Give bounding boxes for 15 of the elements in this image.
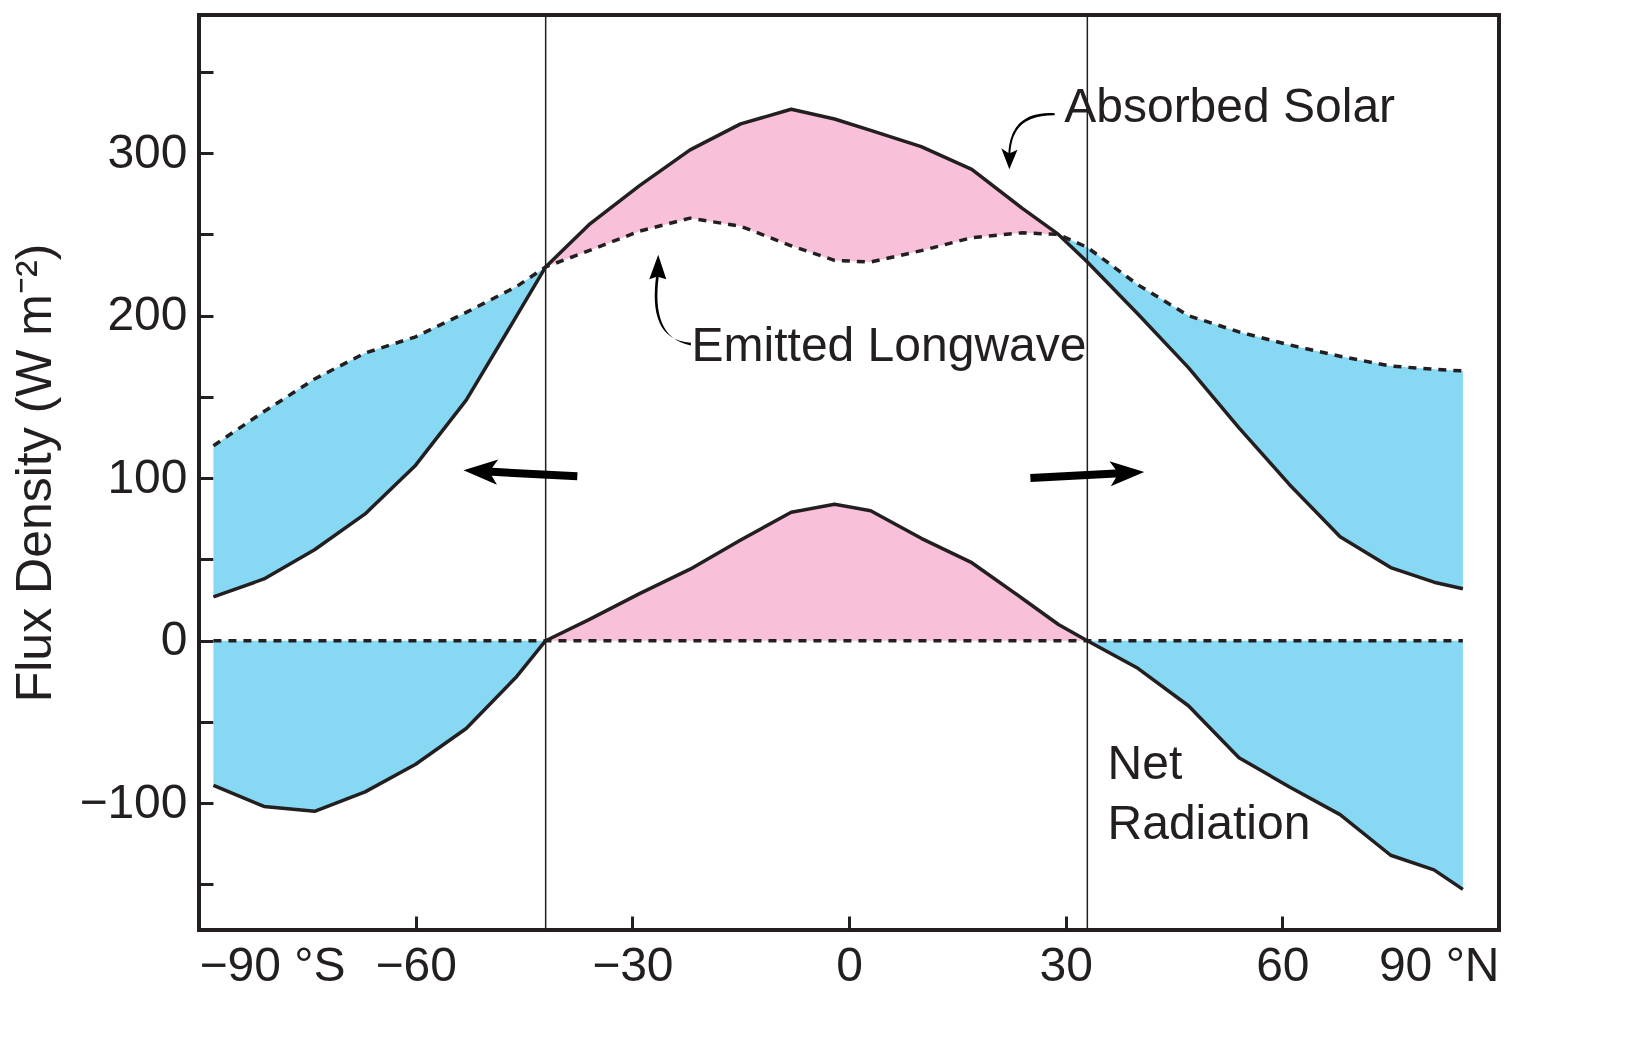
y-tick-label: −100	[79, 774, 188, 828]
y-tick-label: 0	[160, 612, 188, 666]
x-tick-label: −60	[375, 937, 457, 991]
y-tick-label: 100	[107, 449, 188, 503]
x-tick-label: −90 °S	[199, 937, 346, 991]
annotation: Emitted Longwave	[691, 317, 1087, 371]
x-tick-label: 0	[836, 937, 863, 991]
y-tick-label: 300	[107, 124, 188, 178]
x-tick-label: 90 °N	[1378, 937, 1500, 991]
x-tick-label: 60	[1256, 937, 1310, 991]
x-tick-label: 30	[1039, 937, 1093, 991]
y-axis-title: Flux Density (W m⁻²)	[6, 243, 63, 703]
y-tick-label: 200	[107, 287, 188, 341]
x-tick-label: −30	[592, 937, 674, 991]
annotation: Net Radiation	[1107, 736, 1311, 850]
